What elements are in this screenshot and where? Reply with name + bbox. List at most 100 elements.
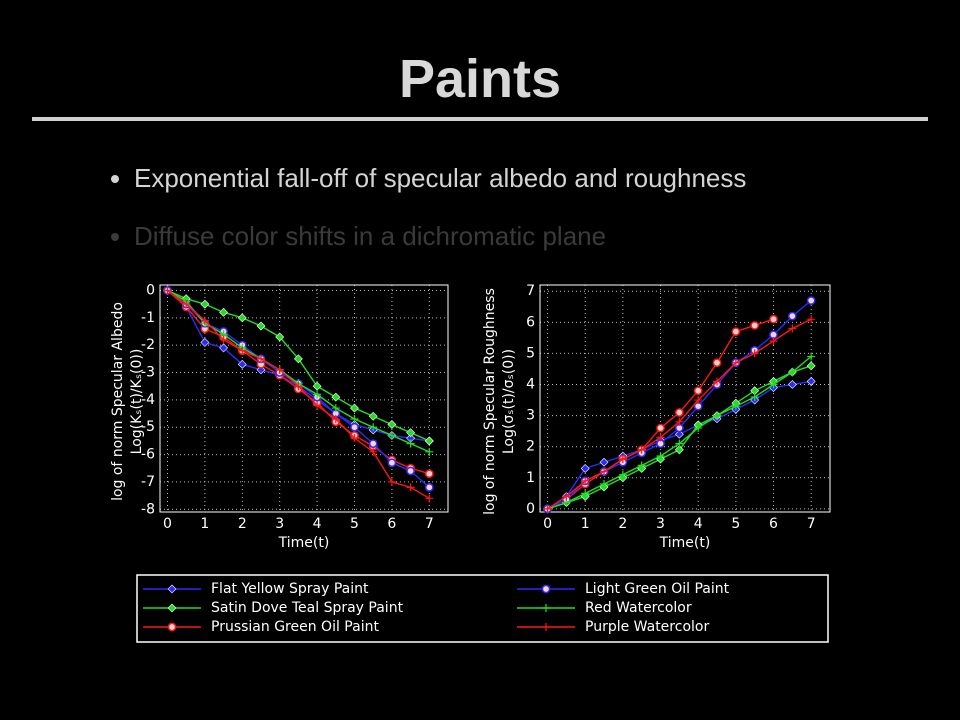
marker	[694, 396, 703, 405]
series-line	[167, 289, 430, 442]
marker	[674, 429, 684, 439]
marker	[167, 622, 177, 632]
marker	[425, 447, 434, 456]
marker	[293, 354, 303, 364]
marker	[637, 445, 646, 454]
marker	[542, 604, 550, 612]
y-tick-label: 7	[526, 283, 535, 299]
plot-frame	[159, 284, 449, 513]
x-tick-label: 7	[807, 516, 816, 532]
marker	[331, 404, 340, 413]
marker	[425, 494, 434, 503]
marker	[769, 314, 778, 324]
marker	[541, 584, 551, 594]
marker	[167, 603, 177, 613]
marker	[599, 457, 609, 467]
marker	[387, 477, 396, 486]
y-axis-label: log of norm Specular Albedo	[110, 302, 126, 501]
marker	[543, 504, 552, 513]
marker	[769, 380, 778, 389]
marker	[200, 316, 209, 325]
marker	[406, 428, 416, 438]
marker	[238, 346, 247, 355]
marker	[387, 458, 397, 468]
x-tick-label: 7	[425, 516, 434, 532]
marker	[750, 392, 759, 401]
marker	[369, 423, 378, 432]
x-tick-label: 5	[350, 516, 359, 532]
marker	[313, 390, 322, 399]
y-tick-label: -5	[141, 419, 155, 435]
y-tick-label: 4	[526, 377, 535, 393]
marker	[424, 483, 434, 492]
marker	[406, 439, 415, 448]
marker	[806, 361, 816, 371]
series-line	[167, 289, 430, 499]
y-tick-label: 5	[526, 345, 535, 361]
legend-label: Purple Watercolor	[585, 619, 709, 635]
marker	[694, 424, 703, 433]
legend-label: Prussian Green Oil Paint	[211, 619, 379, 635]
y-tick-label: -4	[141, 392, 155, 408]
x-axis-label: Time(t)	[278, 535, 330, 551]
marker	[731, 358, 740, 367]
legend-label: Satin Dove Teal Spray Paint	[211, 600, 404, 616]
marker	[807, 315, 816, 324]
y-tick-label: 2	[526, 439, 535, 455]
series-line	[167, 289, 430, 442]
y-tick-label: -1	[141, 310, 155, 326]
marker	[542, 623, 550, 631]
y-axis-label: log of norm Specular Roughness	[482, 288, 498, 515]
marker	[313, 401, 322, 410]
x-tick-label: 0	[163, 516, 172, 532]
marker	[806, 296, 816, 305]
marker	[713, 377, 722, 386]
marker	[350, 403, 359, 413]
y-tick-label: -3	[141, 365, 155, 381]
y-tick-label: -8	[141, 501, 155, 517]
marker	[731, 327, 741, 336]
legend-label: Flat Yellow Spray Paint	[211, 581, 369, 597]
marker	[581, 476, 590, 485]
marker	[200, 299, 210, 309]
marker	[656, 423, 665, 433]
marker	[350, 415, 359, 424]
marker	[424, 436, 434, 446]
marker	[237, 359, 247, 369]
title-rule	[32, 117, 928, 121]
marker	[580, 464, 590, 473]
marker	[294, 382, 303, 391]
marker	[387, 431, 396, 440]
x-tick-label: 6	[769, 516, 778, 532]
marker	[581, 489, 590, 498]
x-tick-label: 5	[731, 516, 740, 532]
legend-label: Red Watercolor	[585, 600, 692, 616]
y-tick-label: -2	[141, 337, 155, 353]
marker	[788, 368, 797, 377]
marker	[618, 455, 627, 464]
plot-frame	[539, 284, 831, 513]
slide-title: Paints	[398, 49, 562, 109]
y-tick-label: -7	[141, 474, 155, 490]
marker	[675, 439, 684, 448]
marker	[219, 307, 229, 317]
series-line	[167, 289, 430, 453]
marker	[406, 466, 415, 476]
x-tick-label: 1	[200, 516, 209, 532]
marker	[182, 300, 191, 309]
x-axis-label: Time(t)	[659, 535, 711, 551]
marker	[424, 469, 434, 479]
marker	[350, 434, 359, 443]
marker	[693, 386, 703, 396]
marker	[387, 420, 397, 429]
marker	[256, 365, 266, 375]
marker	[806, 376, 816, 386]
marker	[788, 324, 797, 333]
x-tick-label: 4	[694, 516, 703, 532]
marker	[369, 447, 378, 456]
x-tick-label: 1	[581, 516, 590, 532]
y-axis-label: Log(Kₛ(t)/Kₛ(0))	[129, 349, 145, 455]
marker	[618, 470, 627, 479]
